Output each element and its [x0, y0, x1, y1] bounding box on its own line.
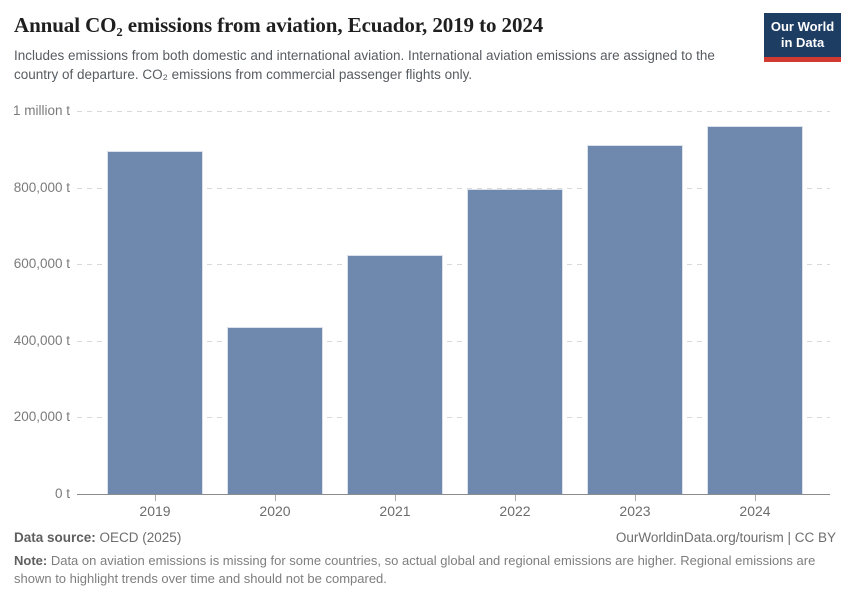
source-row: Data source: OECD (2025) OurWorldinData.…	[14, 530, 836, 545]
chart-subtitle: Includes emissions from both domestic an…	[14, 48, 715, 83]
bar-2023[interactable]	[587, 145, 683, 494]
bar-2022[interactable]	[467, 189, 563, 494]
page-title: Annual CO₂ emissions from aviation, Ecua…	[14, 13, 544, 37]
x-axis-tick	[635, 495, 636, 501]
bar-2024[interactable]	[707, 126, 803, 494]
gridline	[77, 187, 830, 189]
chart-header: Annual CO₂ emissions from aviation, Ecua…	[14, 13, 754, 85]
data-source-label: Data source:	[14, 530, 96, 545]
bar-2020[interactable]	[227, 327, 323, 494]
chart-footer: Data source: OECD (2025) OurWorldinData.…	[14, 530, 836, 588]
note-label: Note:	[14, 553, 48, 568]
gridline	[77, 340, 830, 342]
data-source-value: OECD (2025)	[95, 530, 182, 545]
x-axis-tick-label: 2020	[259, 503, 291, 519]
x-axis-tick	[155, 495, 156, 501]
x-axis-tick-label: 2023	[619, 503, 651, 519]
owid-logo[interactable]: Our World in Data	[764, 13, 841, 62]
data-source: Data source: OECD (2025)	[14, 530, 181, 545]
bar-2019[interactable]	[107, 151, 203, 494]
bar-2021[interactable]	[347, 255, 443, 494]
x-axis-tick-label: 2022	[499, 503, 531, 519]
y-axis-tick-label: 1 million t	[12, 103, 70, 118]
note-text: Data on aviation emissions is missing fo…	[14, 553, 816, 586]
x-axis-tick-label: 2024	[739, 503, 771, 519]
y-axis-tick-label: 600,000 t	[13, 256, 70, 272]
x-axis-tick-label: 2021	[379, 503, 411, 519]
owid-logo-line2: in Data	[780, 35, 825, 51]
x-axis-line	[77, 494, 830, 495]
x-axis-tick-label: 2019	[139, 503, 171, 519]
chart-note: Note: Data on aviation emissions is miss…	[14, 552, 836, 588]
owid-logo-stripe	[764, 56, 841, 62]
y-axis-tick-label: 200,000 t	[13, 409, 70, 425]
gridline	[77, 111, 830, 112]
x-axis-tick	[755, 495, 756, 501]
x-axis-tick	[275, 495, 276, 501]
owid-link[interactable]: OurWorldinData.org/tourism | CC BY	[615, 530, 836, 545]
owid-logo-line1: Our World	[770, 19, 835, 34]
gridline	[77, 264, 830, 266]
y-axis-tick-label: 400,000 t	[13, 332, 70, 348]
y-axis-tick-label: 0 t	[54, 486, 70, 501]
x-axis-tick	[515, 495, 516, 501]
y-axis-tick-label: 800,000 t	[13, 179, 70, 195]
gridline	[77, 417, 830, 419]
x-axis-tick	[395, 495, 396, 501]
